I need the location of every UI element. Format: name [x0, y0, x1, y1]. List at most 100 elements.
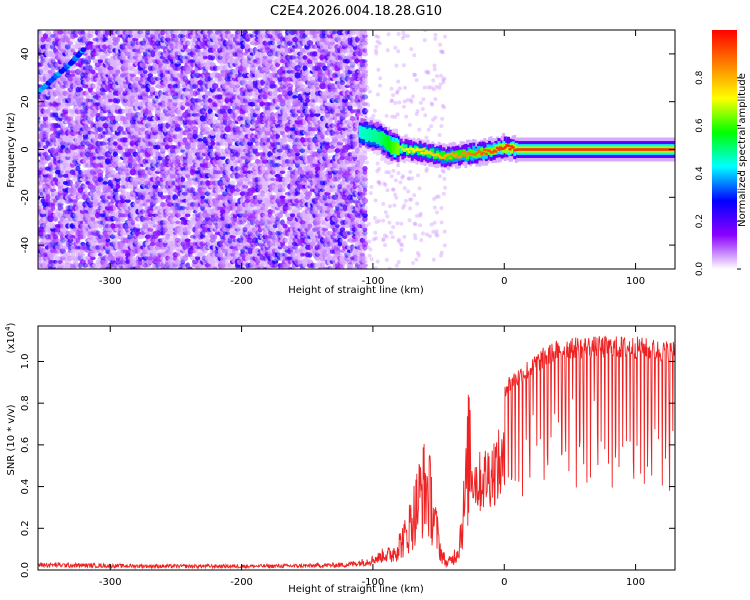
spectrogram-cell: [39, 176, 47, 183]
spectrogram-cell: [58, 241, 63, 246]
spectrogram-cell: [45, 194, 51, 201]
spectrogram-cell: [65, 155, 71, 161]
spectrogram-cell: [52, 234, 59, 240]
spectrogram-cell: [130, 256, 136, 261]
spectrogram-cell: [38, 44, 42, 49]
spectrogram-cell: [70, 108, 76, 115]
spectrogram-cell: [50, 34, 56, 38]
spectrogram-cell: [60, 177, 66, 182]
spectrogram-cell: [70, 91, 76, 96]
spectrogram-cell: [54, 98, 61, 103]
spectrogram-cell: [52, 130, 58, 135]
spectrogram-cell: [59, 170, 66, 175]
spectrogram-cell: [59, 245, 67, 250]
spectrogram-cell: [50, 205, 56, 211]
spectrogram-cell: [64, 55, 72, 60]
spectrogram-cell: [42, 148, 49, 153]
spectrogram-cell: [184, 238, 191, 243]
spectrogram-cell: [62, 116, 69, 121]
spectrogram-cell: [42, 169, 49, 175]
spectrogram-cell: [38, 123, 44, 128]
spectrogram-cell: [69, 112, 76, 118]
spectrogram-cell: [38, 255, 42, 262]
spectrogram-cell: [43, 220, 48, 225]
spectrogram-cell: [64, 83, 71, 89]
spectrogram-cell: [50, 66, 56, 71]
spectrogram-cell: [40, 137, 46, 143]
spectrogram-cell: [60, 248, 66, 255]
spectrogram-cell: [55, 91, 61, 96]
spectrogram-cell: [45, 133, 51, 140]
spectrogram-cell: [62, 84, 69, 89]
spectrogram-cell: [63, 141, 68, 146]
spectrogram-cell: [72, 34, 79, 38]
spectrogram-cell: [62, 105, 69, 111]
spectrogram-cell: [59, 83, 67, 89]
spectrogram-cell: [70, 251, 76, 258]
spectrogram-cell: [62, 159, 69, 164]
spectrogram-cell: [39, 213, 47, 218]
spectrogram-cell: [57, 202, 64, 207]
spectrogram-cell: [62, 108, 69, 115]
spectrogram-cell: [47, 262, 54, 269]
spectrogram-cell: [70, 48, 76, 53]
spectrogram-cell: [52, 148, 59, 153]
spectrogram-cell: [67, 102, 74, 106]
spectrogram-cell: [44, 37, 52, 42]
spectrogram-cell: [57, 104, 64, 111]
spectrogram-cell: [50, 68, 56, 75]
spectrogram-cell: [38, 216, 41, 221]
spectrogram-cell: [49, 256, 57, 261]
spectrogram-cell: [67, 204, 74, 212]
spectrogram-cell: [69, 69, 77, 74]
spectrogram-cell: [135, 223, 141, 229]
spectrogram-cell: [42, 100, 49, 108]
spectrogram-cell: [45, 152, 51, 157]
spectrogram-cell: [39, 75, 47, 83]
spectrogram-cell: [185, 48, 191, 53]
spectrogram-cell: [67, 76, 74, 82]
spectrogram-cell: [47, 32, 54, 40]
spectrogram-cell: [38, 30, 43, 35]
spectrogram-cell: [67, 241, 74, 247]
spectrogram-cell: [42, 115, 49, 122]
spectrogram-cell: [195, 91, 201, 96]
spectrogram-cell: [38, 62, 44, 67]
spectrogram-cell: [67, 41, 74, 46]
spectrogram-cell: [69, 44, 77, 49]
spectrogram-cell: [64, 43, 72, 50]
spectrogram-cell: [70, 195, 76, 200]
spectrogram-cell: [239, 173, 246, 178]
spectrogram-cell: [87, 41, 94, 45]
spectrogram-cell: [139, 234, 146, 239]
spectrogram-cell: [43, 251, 48, 258]
spectrogram-cell: [52, 215, 59, 222]
spectrogram-cell: [57, 173, 64, 178]
spectrogram-cell: [60, 144, 66, 150]
spectrogram-cell: [57, 30, 64, 35]
spectrogram-cell: [100, 134, 106, 139]
spectrogram-cell: [62, 166, 69, 171]
spectrogram-cell: [229, 180, 236, 186]
spectrogram-cell: [44, 30, 52, 35]
spectrogram-cell: [55, 83, 61, 89]
spectrogram-cell: [47, 242, 54, 246]
spectrogram-cell: [50, 170, 56, 175]
spectrogram-cell: [38, 183, 41, 190]
spectrogram-cell: [42, 248, 49, 254]
spectrogram-cell: [69, 155, 77, 161]
spectrogram-cell: [40, 141, 46, 146]
spectrogram-cell: [44, 154, 52, 161]
figure-title: C2E4.2026.004.18.28.G10: [270, 4, 442, 19]
spectrogram-cell: [38, 127, 44, 132]
spectrogram-noise-cells: [38, 30, 448, 269]
spectrogram-cell: [70, 97, 76, 104]
spectrogram-cell: [67, 116, 74, 121]
spectrogram-cell: [58, 198, 63, 204]
spectrogram-cell: [67, 179, 73, 187]
spectrogram-cell: [42, 216, 49, 221]
spectrogram-cell: [234, 191, 241, 196]
spectrogram-cell: [209, 112, 216, 118]
